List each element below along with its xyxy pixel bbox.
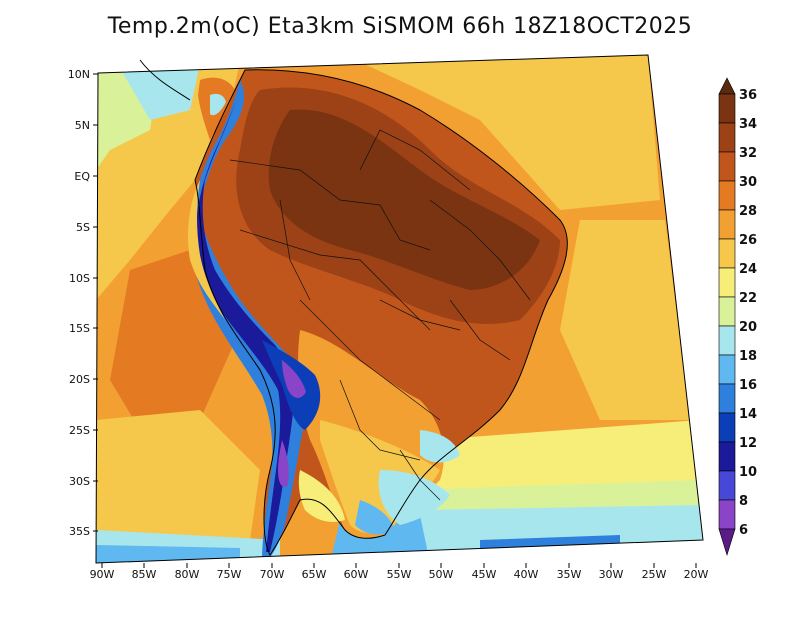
- lon-tick: 25W: [642, 563, 667, 581]
- lat-tick: 25S: [69, 424, 98, 437]
- colorbar: 36 34 32 30 28 26 24 22 20 18 16 14 12 10 8 6: [718, 77, 757, 557]
- svg-text:75W: 75W: [217, 568, 242, 581]
- colorbar-swatch: [718, 412, 736, 443]
- svg-text:90W: 90W: [90, 568, 115, 581]
- colorbar-label: 16: [739, 378, 757, 393]
- lat-tick: EQ: [74, 170, 98, 183]
- svg-text:25S: 25S: [69, 424, 90, 437]
- colorbar-label: 32: [739, 146, 757, 161]
- colorbar-swatch: [718, 499, 736, 530]
- coastlines: [139, 59, 568, 556]
- colorbar-swatch: [718, 296, 736, 327]
- colorbar-label: 36: [739, 88, 757, 103]
- colorbar-swatch: [718, 77, 736, 95]
- svg-text:70W: 70W: [260, 568, 285, 581]
- lon-tick: 85W: [132, 563, 157, 581]
- colorbar-label: 28: [739, 204, 757, 219]
- colorbar-label: 30: [739, 175, 757, 190]
- temperature-field: [96, 55, 703, 563]
- svg-text:50W: 50W: [429, 568, 454, 581]
- lon-tick: 50W: [429, 563, 454, 581]
- colorbar-swatch: [718, 354, 736, 385]
- svg-text:20S: 20S: [69, 373, 90, 386]
- colorbar-label: 14: [739, 407, 757, 422]
- colorbar-swatch: [718, 122, 736, 153]
- colorbar-label: 10: [739, 465, 757, 480]
- svg-text:15S: 15S: [69, 322, 90, 335]
- colorbar-swatch: [718, 151, 736, 182]
- svg-text:55W: 55W: [387, 568, 412, 581]
- lon-tick: 30W: [599, 563, 624, 581]
- colorbar-label: 18: [739, 349, 757, 364]
- colorbar-swatch: [718, 209, 736, 240]
- lon-tick: 40W: [514, 563, 539, 581]
- lon-tick: 45W: [472, 563, 497, 581]
- colorbar-swatch: [718, 238, 736, 269]
- lon-tick: 70W: [260, 563, 285, 581]
- colorbar-label: 26: [739, 233, 757, 248]
- colorbar-label: 8: [739, 494, 748, 509]
- svg-text:EQ: EQ: [74, 170, 90, 183]
- svg-text:25W: 25W: [642, 568, 667, 581]
- svg-text:5S: 5S: [76, 221, 90, 234]
- lon-tick: 75W: [217, 563, 242, 581]
- lon-tick: 20W: [684, 563, 709, 581]
- svg-text:30W: 30W: [599, 568, 624, 581]
- colorbar-label: 34: [739, 117, 757, 132]
- map-title: Temp.2m(oC) Eta3km SiSMOM 66h 18Z18OCT20…: [107, 14, 693, 39]
- colorbar-swatch: [718, 383, 736, 414]
- lon-tick: 35W: [557, 563, 582, 581]
- svg-text:35S: 35S: [69, 525, 90, 538]
- lat-tick: 5N: [75, 119, 98, 132]
- colorbar-label: 12: [739, 436, 757, 451]
- lon-tick: 55W: [387, 563, 412, 581]
- svg-text:35W: 35W: [557, 568, 582, 581]
- colorbar-swatch: [718, 93, 736, 124]
- svg-text:20W: 20W: [684, 568, 709, 581]
- svg-text:85W: 85W: [132, 568, 157, 581]
- colorbar-swatch: [718, 470, 736, 501]
- svg-text:5N: 5N: [75, 119, 90, 132]
- colorbar-label: 6: [739, 523, 748, 538]
- map-frame: [95, 54, 704, 564]
- colorbar-swatch: [718, 528, 736, 557]
- svg-text:30S: 30S: [69, 475, 90, 488]
- lat-tick: 20S: [69, 373, 98, 386]
- country-borders: [229, 129, 531, 501]
- colorbar-label: 22: [739, 291, 757, 306]
- colorbar-swatch: [718, 267, 736, 298]
- svg-text:10N: 10N: [68, 68, 90, 81]
- colorbar-label: 24: [739, 262, 757, 277]
- lon-tick: 80W: [175, 563, 200, 581]
- colorbar-label: 20: [739, 320, 757, 335]
- lat-tick: 15S: [69, 322, 98, 335]
- lon-tick: 60W: [344, 563, 369, 581]
- colorbar-swatch: [718, 325, 736, 356]
- colorbar-swatch: [718, 441, 736, 472]
- lat-tick: 10S: [69, 272, 98, 285]
- svg-text:45W: 45W: [472, 568, 497, 581]
- lat-tick: 30S: [69, 475, 98, 488]
- svg-text:65W: 65W: [302, 568, 327, 581]
- lon-tick: 65W: [302, 563, 327, 581]
- lat-tick: 35S: [69, 525, 98, 538]
- lon-tick: 90W: [90, 563, 115, 581]
- svg-text:40W: 40W: [514, 568, 539, 581]
- lat-tick: 5S: [76, 221, 98, 234]
- colorbar-swatch: [718, 180, 736, 211]
- latitude-axis: 10N 5N EQ 5S 10S 15S 20S 25S 30S 35S: [68, 68, 98, 538]
- svg-text:80W: 80W: [175, 568, 200, 581]
- svg-text:60W: 60W: [344, 568, 369, 581]
- longitude-axis: 90W 85W 80W 75W 70W 65W 60W 55W 50W 45W …: [90, 563, 709, 581]
- lat-tick: 10N: [68, 68, 98, 81]
- svg-text:10S: 10S: [69, 272, 90, 285]
